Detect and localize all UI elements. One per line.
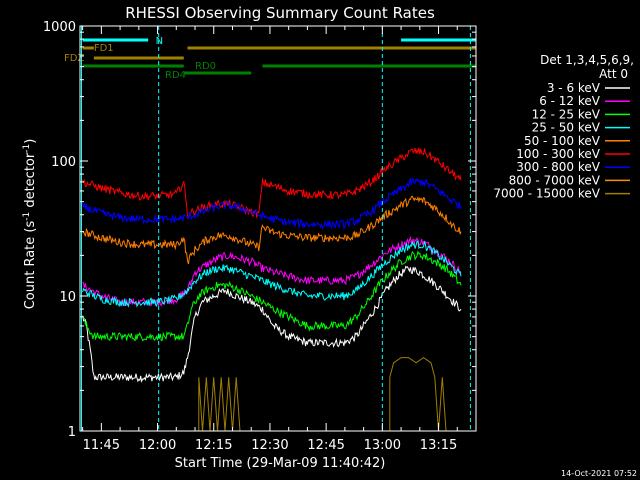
series-line-4 (82, 195, 462, 265)
x-tick-label-6: 13:15 (420, 438, 457, 453)
y-axis-label-main: Count Rate (s (23, 221, 38, 310)
y-tick-label-2: 100 (51, 155, 76, 170)
legend-entry-label-8: 7000 - 15000 keV (493, 187, 600, 201)
y-tick-label-3: 1000 (43, 20, 76, 35)
state-label-n: N (156, 36, 163, 47)
legend-entry-label-3: 25 - 50 keV (532, 121, 601, 135)
axes: 1 10 100 1000 11:45 12:00 12:15 12:30 12:45 13:00… (43, 20, 477, 453)
series-layer (82, 147, 462, 432)
series-line-3 (82, 240, 462, 308)
y-axis-label-mid: detector (23, 152, 38, 212)
date-stamp: 14-Oct-2021 07:52 (561, 469, 637, 478)
legend-entry-label-4: 50 - 100 keV (524, 134, 601, 148)
legend-entry-label-7: 800 - 7000 keV (509, 173, 601, 187)
series-line-5 (82, 147, 462, 219)
state-label-fdz: FDZ (64, 53, 84, 64)
y-axis-label: Count Rate (s-1 detector-1) (22, 139, 38, 310)
legend-header-detectors: Det 1,3,4,5,6,9, (540, 53, 634, 67)
chart-title: RHESSI Observing Summary Count Rates (125, 4, 435, 22)
instrument-states: N FD1 FDZ RD0 RD4 (64, 36, 476, 81)
x-tick-label-3: 12:30 (251, 438, 288, 453)
x-tick-label-5: 13:00 (364, 438, 401, 453)
state-label-fd1: FD1 (94, 43, 114, 54)
x-tick-label-0: 11:45 (83, 438, 120, 453)
x-tick-label-2: 12:15 (195, 438, 232, 453)
x-tick-label-4: 12:45 (307, 438, 344, 453)
plot-frame (79, 25, 477, 432)
y-axis-label-end: ) (23, 139, 38, 144)
legend-entry-label-0: 3 - 6 keV (547, 81, 601, 95)
series-line-0 (82, 265, 462, 384)
legend-entry-label-6: 300 - 800 keV (516, 160, 600, 174)
series-line-6 (82, 177, 462, 230)
legend-header-attenuator: Att 0 (599, 67, 628, 81)
y-tick-label-1: 10 (59, 290, 76, 305)
legend-entry-label-2: 12 - 25 keV (532, 107, 601, 121)
y-axis-label-sup1: -1 (22, 212, 32, 221)
x-tick-label-1: 12:00 (139, 438, 176, 453)
legend-entry-label-5: 100 - 300 keV (516, 147, 600, 161)
y-tick-label-0: 1 (68, 425, 76, 440)
x-axis-label: Start Time (29-Mar-09 11:40:42) (175, 456, 386, 471)
state-label-rd4: RD4 (165, 70, 186, 81)
y-axis-label-sup2: -1 (22, 144, 32, 153)
legend-entry-label-1: 6 - 12 keV (539, 94, 601, 108)
cyan-markers (80, 26, 471, 431)
series-line-2 (82, 250, 462, 342)
state-label-rd0: RD0 (195, 61, 216, 72)
series-line-7 (198, 356, 447, 432)
